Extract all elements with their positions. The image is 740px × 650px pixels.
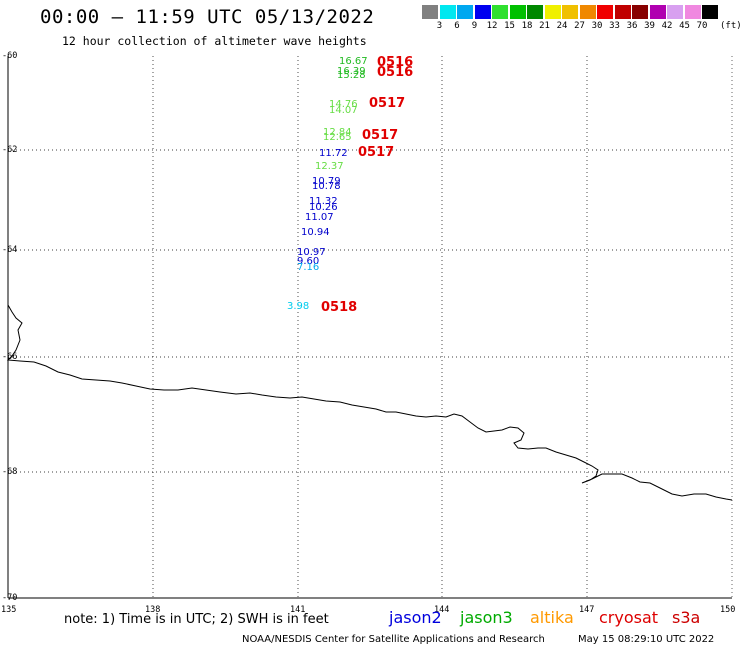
legend-swatch <box>579 5 596 19</box>
footer-note: note: 1) Time is in UTC; 2) SWH is in fe… <box>64 612 329 627</box>
pass-date-label: 0517 <box>358 145 395 160</box>
legend-tick-label: 30 <box>591 21 603 31</box>
legend-swatch <box>702 5 718 19</box>
latitude-label: -60 <box>2 51 18 61</box>
wave-height-value: 14.07 <box>329 105 358 116</box>
legend-tick-label: 27 <box>574 21 585 31</box>
legend-tick-label: 6 <box>454 21 460 31</box>
wave-height-value: 16.67 <box>339 56 368 67</box>
generated-timestamp: May 15 08:29:10 UTC 2022 <box>578 634 715 645</box>
credit-text: NOAA/NESDIS Center for Satellite Applica… <box>242 634 545 645</box>
legend-swatch <box>509 5 526 19</box>
legend-tick-label: 39 <box>644 21 655 31</box>
legend-swatch <box>632 5 648 19</box>
latitude-label: -66 <box>2 352 18 362</box>
legend-tick-label: 3 <box>436 21 443 31</box>
map-frame <box>7 56 733 599</box>
latitude-label: -64 <box>2 245 18 255</box>
legend-swatch <box>614 5 631 19</box>
pass-date-label: 0517 <box>369 96 406 111</box>
wave-height-value: 11.32 <box>309 196 338 207</box>
satellite-s3a: s3a <box>672 608 701 627</box>
pass-date-label: 0516 <box>377 65 414 80</box>
wave-height-value: 12.65 <box>323 132 352 143</box>
legend-swatch <box>422 5 438 19</box>
satellite-jason3: jason3 <box>460 608 513 627</box>
wave-height-value: 10.78 <box>312 181 341 192</box>
wave-height-value: 12.37 <box>315 161 344 172</box>
latitude-label: -68 <box>2 467 18 477</box>
legend-tick-label: 15 <box>504 21 515 31</box>
legend-tick-label: 45 <box>679 21 690 31</box>
legend-swatch <box>439 5 456 19</box>
longitude-label: 144 <box>434 605 450 615</box>
wave-height-value: 3.98 <box>287 301 310 312</box>
legend-tick-label: 70 <box>696 21 708 31</box>
wave-height-value: 12.84 <box>323 127 352 138</box>
legend-swatch <box>684 5 701 19</box>
wave-height-value: 10.79 <box>312 176 341 187</box>
satellite-jason2: jason2 <box>389 608 442 627</box>
longitude-label: 138 <box>145 605 161 615</box>
satellite-altika: altika <box>530 608 574 627</box>
wave-height-value: 10.94 <box>301 227 330 238</box>
legend-swatch <box>544 5 561 19</box>
legend-swatch <box>562 5 578 19</box>
wave-height-value: 10.26 <box>309 202 338 213</box>
latitude-label: -70 <box>2 593 18 603</box>
legend-swatch <box>527 5 543 19</box>
chart-subtitle: 12 hour collection of altimeter wave hei… <box>62 34 367 48</box>
legend-swatch <box>597 5 613 19</box>
legend-tick-label: 24 <box>556 21 568 31</box>
graticule <box>8 56 732 598</box>
legend-swatch <box>474 5 491 19</box>
legend-tick-label: 18 <box>521 21 533 31</box>
legend-swatch <box>649 5 666 19</box>
legend-swatch <box>457 5 473 19</box>
legend-tick-label: 21 <box>539 21 550 31</box>
longitude-label: 141 <box>290 605 306 615</box>
wave-height-value: 11.72 <box>319 148 348 159</box>
longitude-label: 147 <box>579 605 595 615</box>
legend-tick-label: 42 <box>661 21 673 31</box>
wave-height-value: 9.60 <box>297 256 320 267</box>
wave-height-value: 15.28 <box>337 70 366 81</box>
longitude-label: 150 <box>720 605 736 615</box>
wave-height-value: 10.97 <box>297 247 326 258</box>
coastline-antarctica <box>6 304 733 501</box>
wave-height-value: 14.76 <box>329 99 358 110</box>
pass-date-label: 0518 <box>321 300 358 315</box>
legend-swatch <box>492 5 508 19</box>
wave-height-value: 11.07 <box>305 212 334 223</box>
legend-tick-label: 9 <box>471 21 478 31</box>
pass-date-label: 0517 <box>362 128 399 143</box>
pass-date-label: 0516 <box>377 55 414 70</box>
longitude-label: 135 <box>1 605 17 615</box>
wave-height-value: 7.16 <box>297 262 320 273</box>
legend-tick-label: 33 <box>609 21 620 31</box>
legend-tick-label: 36 <box>626 21 638 31</box>
latitude-label: -62 <box>2 145 18 155</box>
chart-title: 00:00 – 11:59 UTC 05/13/2022 <box>40 6 375 28</box>
legend-unit: (ft) <box>720 21 740 31</box>
wave-height-value: 16.39 <box>337 66 366 77</box>
satellite-cryosat: cryosat <box>599 608 659 627</box>
legend-tick-label: 12 <box>486 21 498 31</box>
legend-swatch <box>667 5 683 19</box>
